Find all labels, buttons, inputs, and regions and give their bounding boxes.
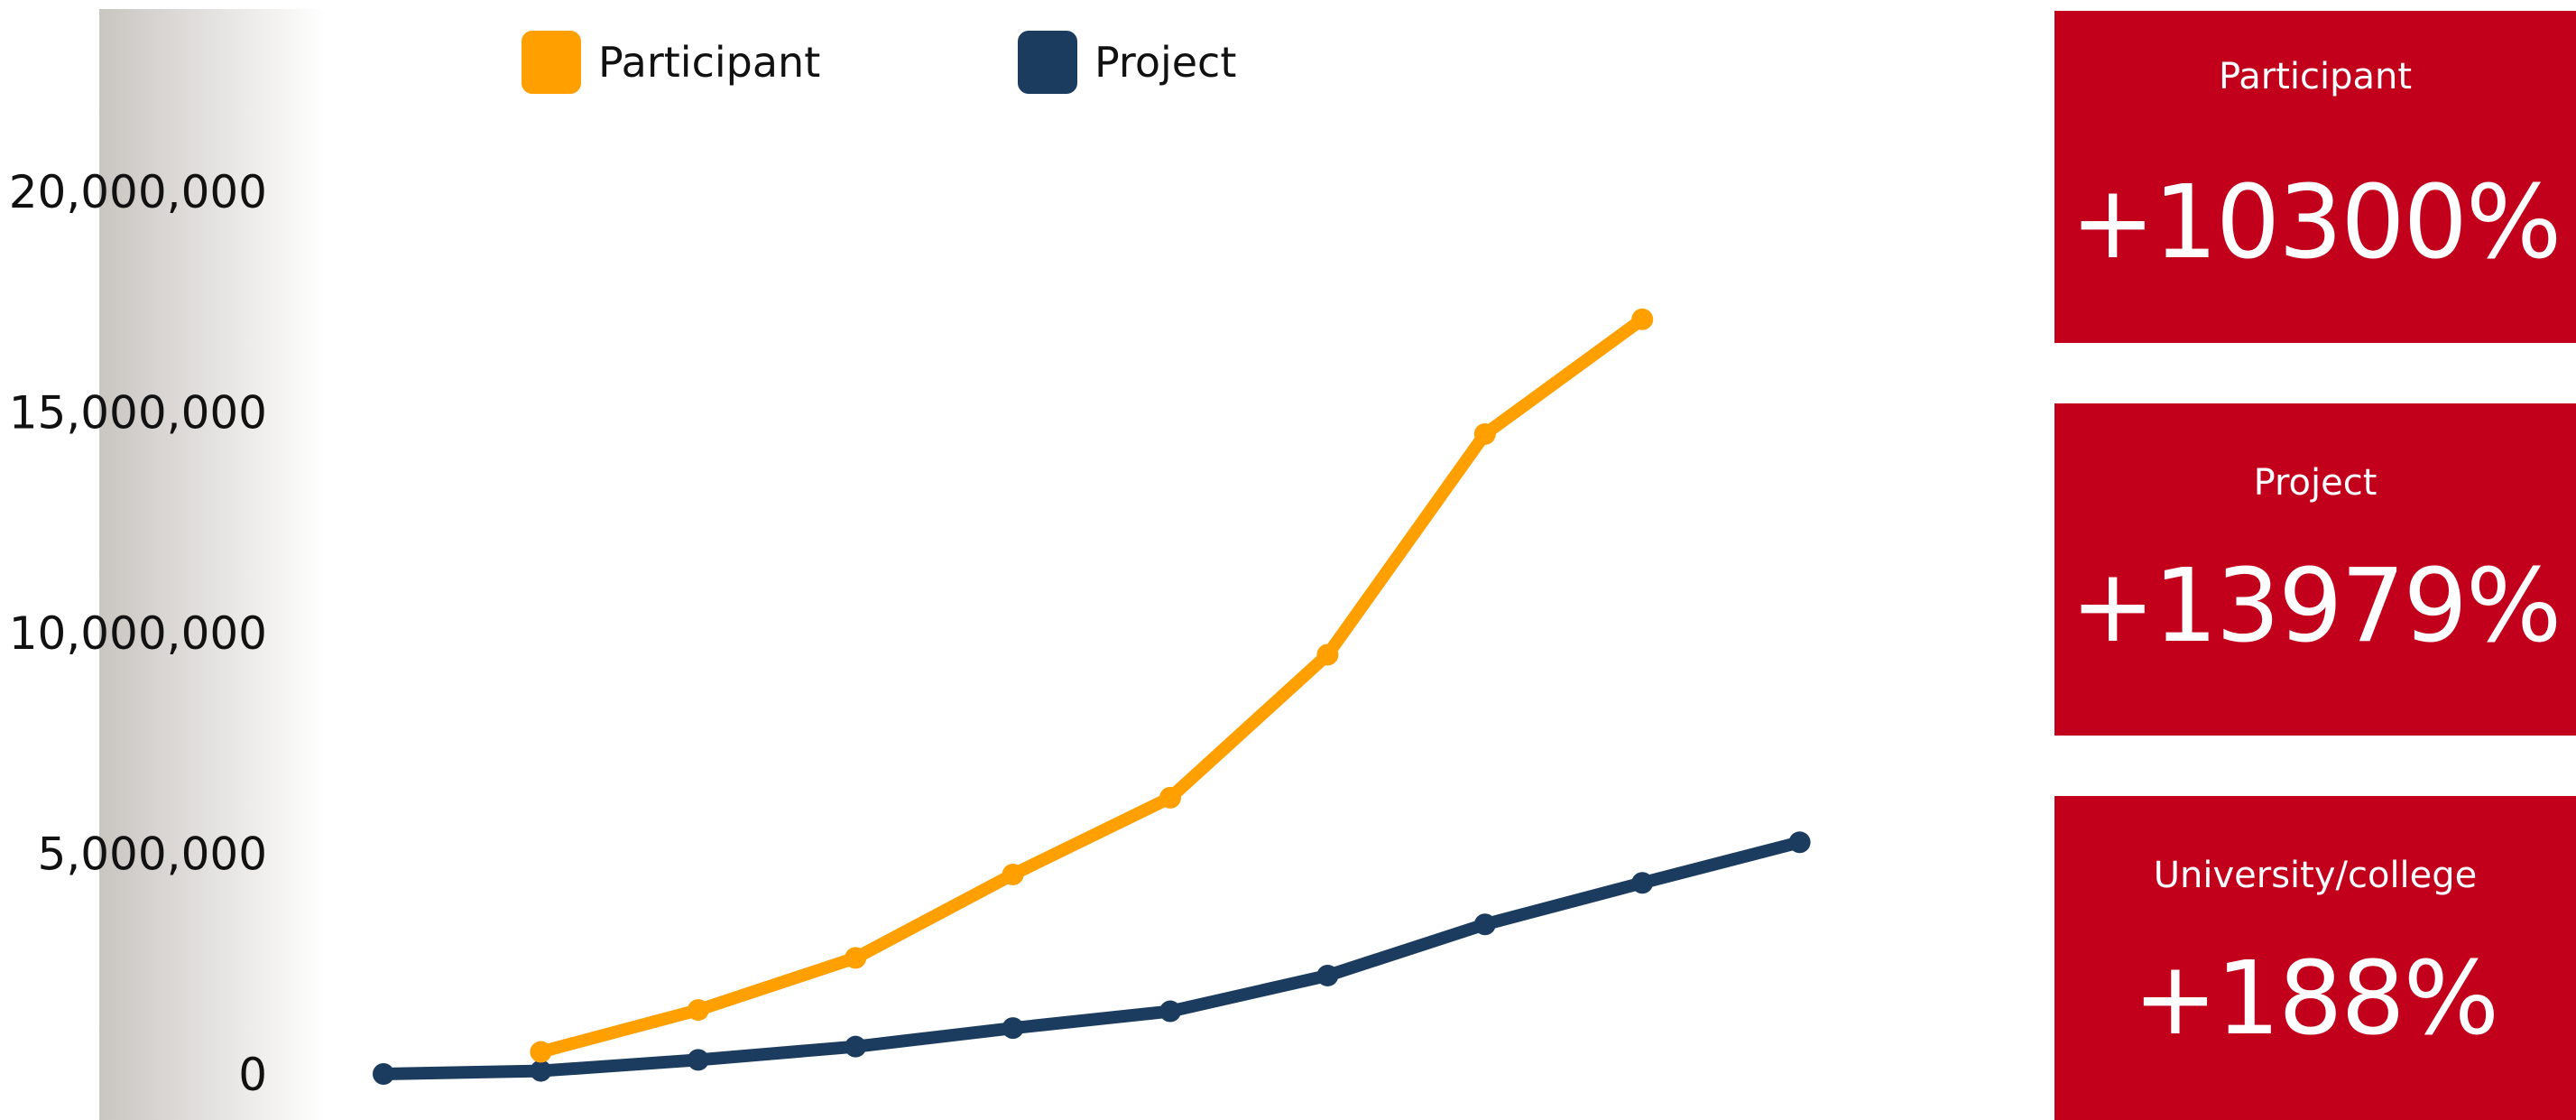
stat-card-participant: Participant +10300% [2054,11,2576,343]
stat-card-project: Project +13979% [2054,403,2576,736]
data-point-project [845,1035,867,1058]
stat-label: Participant [2218,56,2413,97]
series-points [373,308,1811,1085]
data-point-project [1002,1017,1024,1040]
data-point-participant [1473,422,1496,445]
data-point-participant [845,947,867,969]
y-tick-label: 20,000,000 [9,166,267,218]
y-tick-label: 5,000,000 [38,828,267,881]
data-point-project [373,1063,394,1085]
series-line-participant [534,312,1649,1059]
y-tick-label: 15,000,000 [9,387,267,440]
stat-value: +188% [2132,940,2499,1058]
data-point-project [1159,1000,1181,1023]
data-point-project [530,1060,552,1082]
legend: Participant Project [522,31,1236,94]
y-axis-ticks: 0 5,000,000 10,000,000 15,000,000 20,000,000 [9,166,267,1101]
y-tick-label: 0 [238,1049,267,1101]
data-point-project [1788,831,1811,854]
series-line-project [377,836,1806,1080]
data-point-participant [1159,786,1181,809]
stat-label: University/college [2153,855,2478,896]
data-point-project [1316,964,1339,986]
y-tick-label: 10,000,000 [9,607,267,660]
data-point-project [1631,872,1654,894]
legend-label: Participant [598,38,820,87]
stat-value: +13979% [2070,548,2562,665]
data-point-participant [1631,308,1654,330]
data-point-project [1473,913,1496,936]
data-point-participant [687,999,709,1022]
legend-swatch [1018,31,1077,94]
data-point-participant [1002,863,1024,885]
series-lines [377,312,1806,1080]
stat-card-university: University/college +188% [2054,796,2576,1120]
stat-value: +10300% [2070,164,2562,282]
data-point-participant [1316,643,1339,666]
axis-band [99,9,325,1120]
stat-label: Project [2253,462,2377,504]
data-point-project [687,1049,709,1071]
legend-swatch [522,31,581,94]
legend-label: Project [1094,38,1236,87]
data-point-participant [530,1041,552,1063]
